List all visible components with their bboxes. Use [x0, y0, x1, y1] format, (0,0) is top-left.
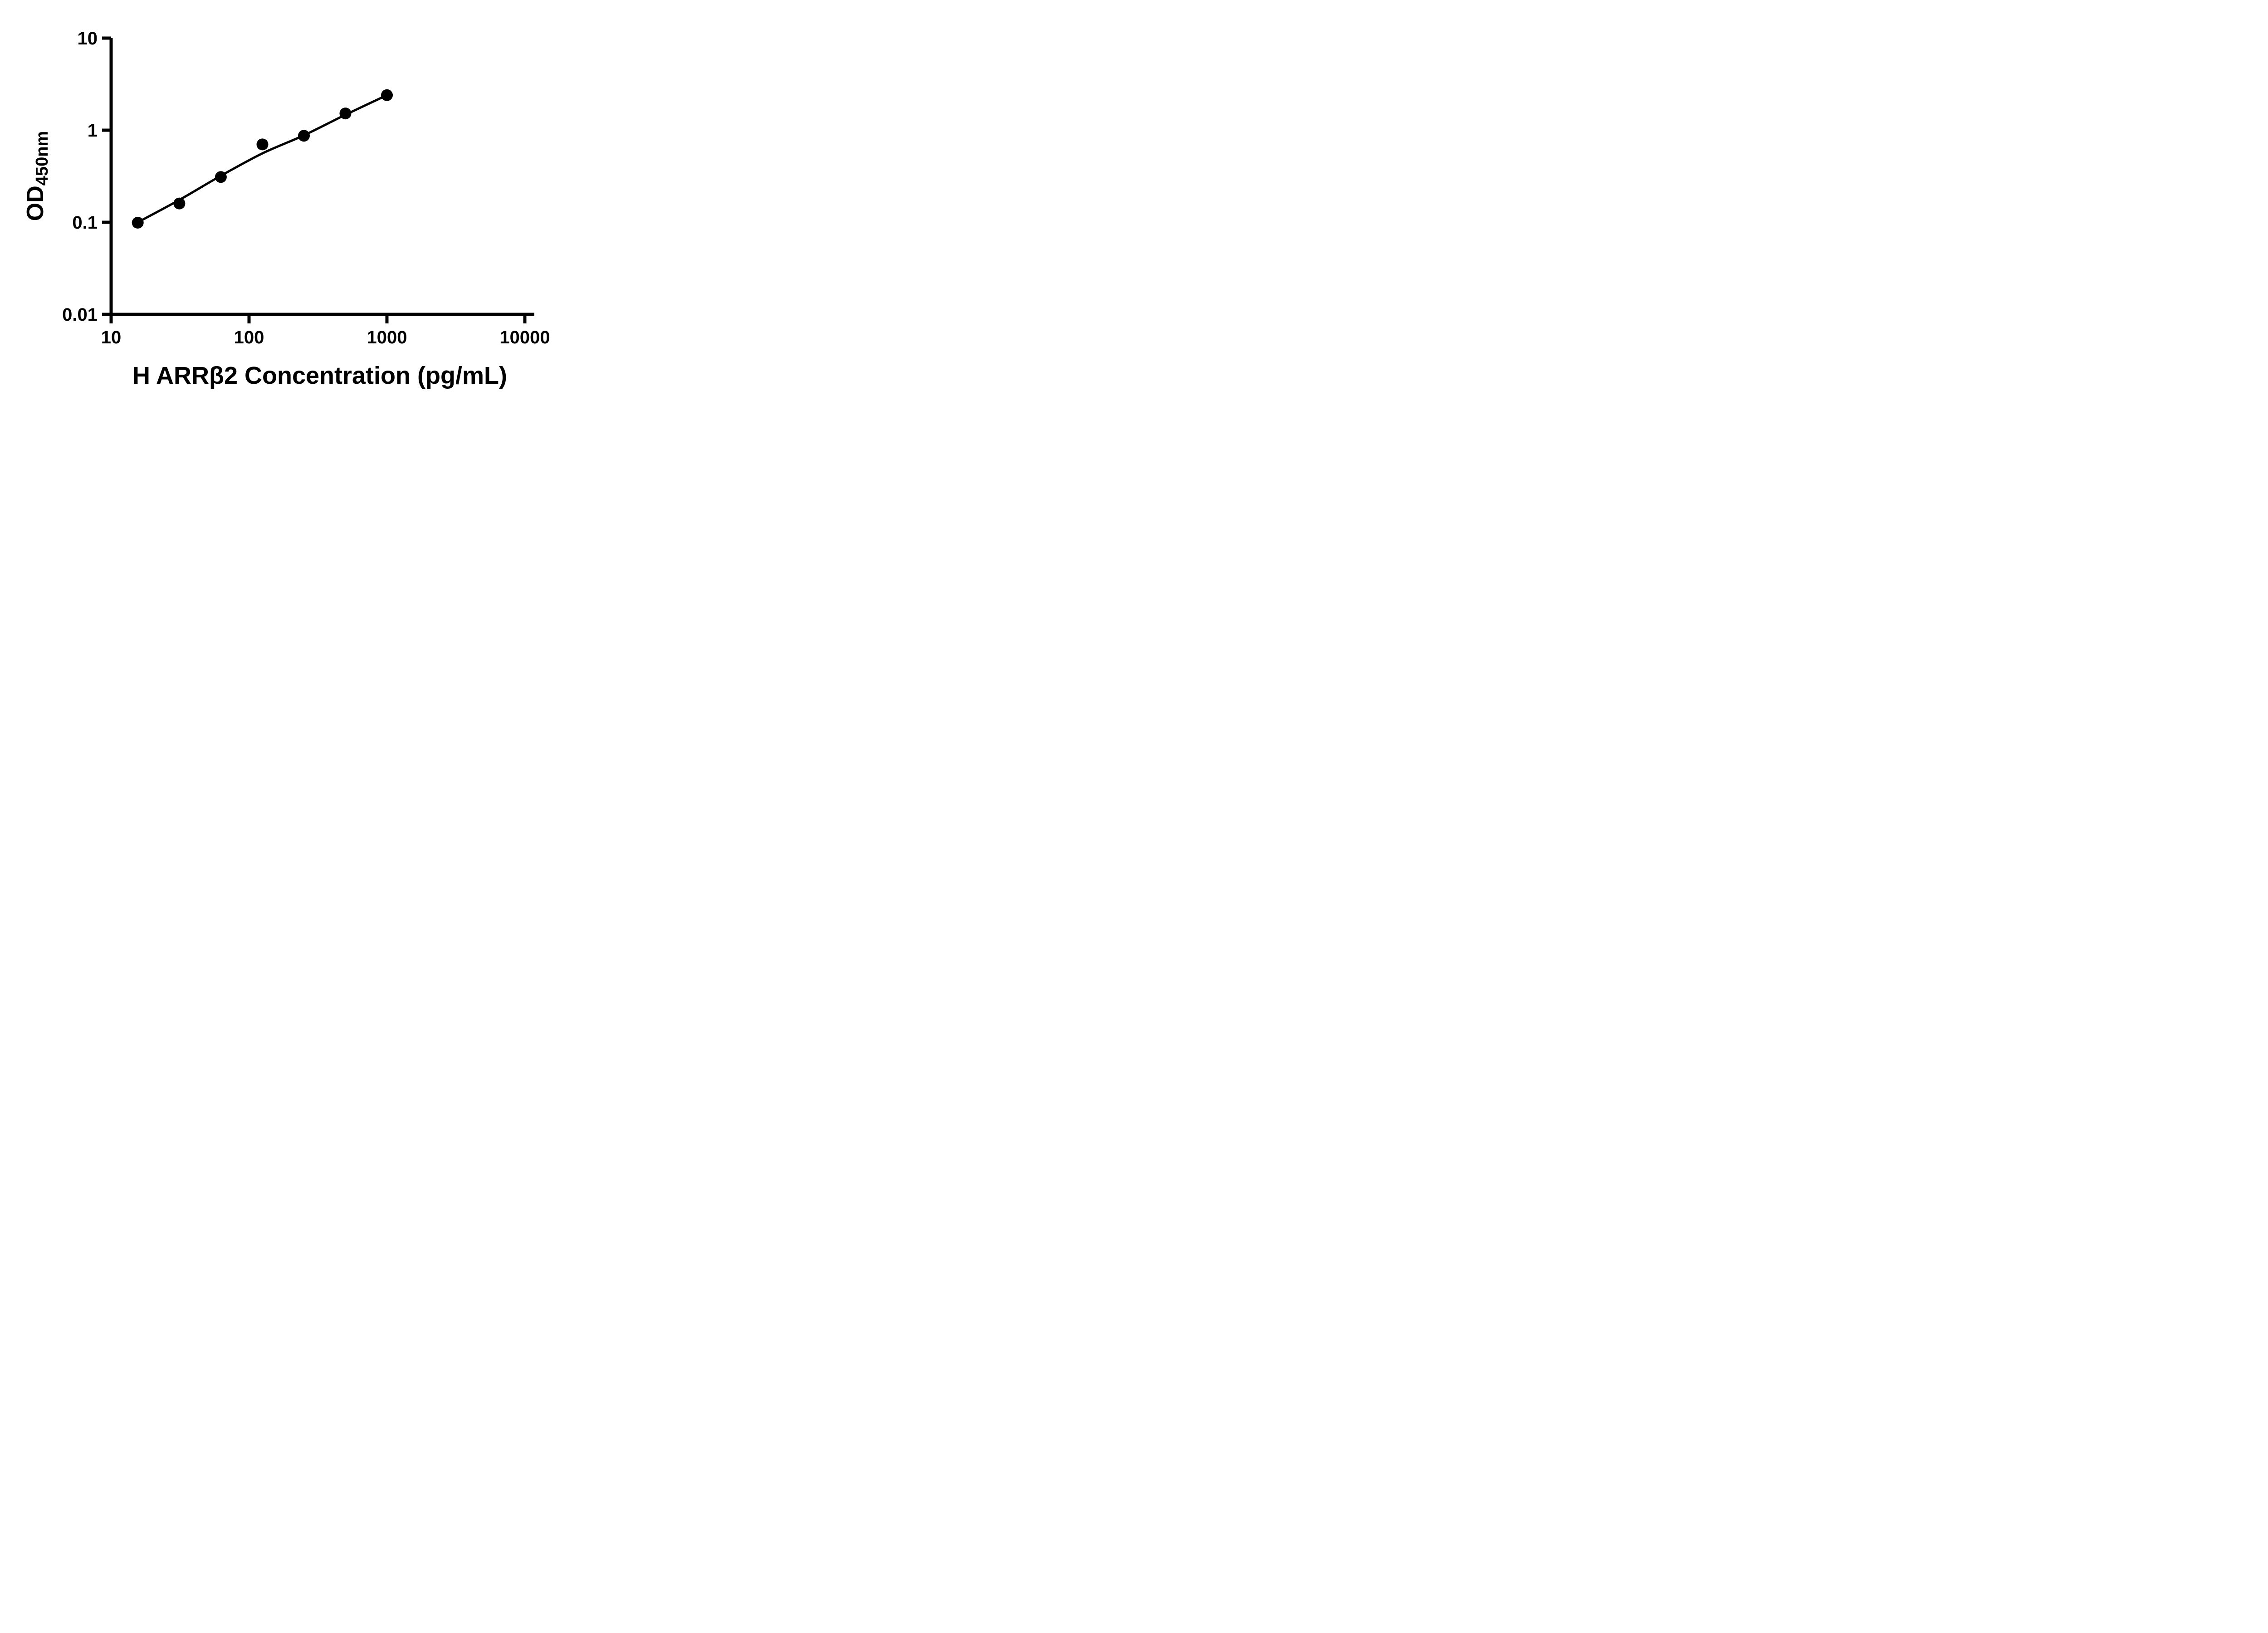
standard-curve-chart: 10 100 1000 10000 0.01 0.1 1 10 H ARRβ2 Concentr… [22, 29, 550, 389]
y-tick-label: 10 [78, 29, 98, 49]
data-point [339, 108, 352, 120]
x-axis-title: H ARRβ2 Concentration (pg/mL) [132, 362, 507, 389]
data-points [132, 89, 393, 229]
y-axis-title: OD450nm [22, 131, 52, 221]
x-tick-label: 10 [101, 328, 122, 347]
data-point [381, 89, 393, 101]
data-point [256, 138, 269, 151]
elisa-standard-curve-figure: 10 100 1000 10000 0.01 0.1 1 10 H ARRβ2 Concentr… [0, 0, 583, 408]
x-tick-label: 10000 [499, 328, 550, 347]
y-tick-label: 0.1 [72, 213, 98, 233]
y-tick-label: 1 [88, 121, 98, 141]
data-point [132, 216, 144, 229]
data-point [173, 197, 186, 210]
x-axis-ticks: 10 100 1000 10000 [101, 314, 550, 347]
x-tick-label: 1000 [367, 328, 407, 347]
data-point [298, 130, 310, 142]
data-point [215, 171, 227, 183]
y-tick-label: 0.01 [62, 305, 98, 325]
y-axis-ticks: 0.01 0.1 1 10 [62, 29, 111, 325]
x-tick-label: 100 [234, 328, 264, 347]
